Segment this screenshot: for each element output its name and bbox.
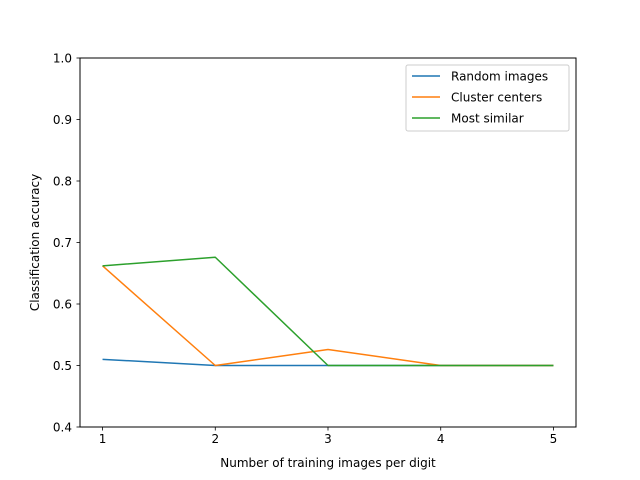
y-tick-label: 1.0 (53, 51, 72, 65)
y-axis-label: Classification accuracy (28, 174, 42, 311)
x-tick-label: 3 (324, 432, 332, 446)
x-tick-label: 2 (211, 432, 219, 446)
x-axis-ticks: 1 2 3 4 5 (99, 427, 558, 446)
x-tick-label: 5 (550, 432, 558, 446)
y-axis-ticks: 0.4 0.5 0.6 0.7 0.8 0.9 1.0 (53, 51, 80, 434)
y-tick-label: 0.4 (53, 420, 72, 434)
legend-label: Random images (451, 69, 548, 83)
y-tick-label: 0.6 (53, 297, 72, 311)
x-tick-label: 4 (437, 432, 445, 446)
y-tick-label: 0.8 (53, 174, 72, 188)
legend-label: Cluster centers (451, 90, 542, 104)
x-axis-label: Number of training images per digit (220, 456, 436, 470)
legend-label: Most similar (451, 111, 524, 125)
legend: Random images Cluster centers Most similar (405, 64, 570, 132)
y-tick-label: 0.5 (53, 359, 72, 373)
legend-box (405, 64, 570, 132)
series-lines (102, 256, 554, 367)
y-tick-label: 0.7 (53, 236, 72, 250)
x-tick-label: 1 (99, 432, 107, 446)
y-tick-label: 0.9 (53, 113, 72, 127)
